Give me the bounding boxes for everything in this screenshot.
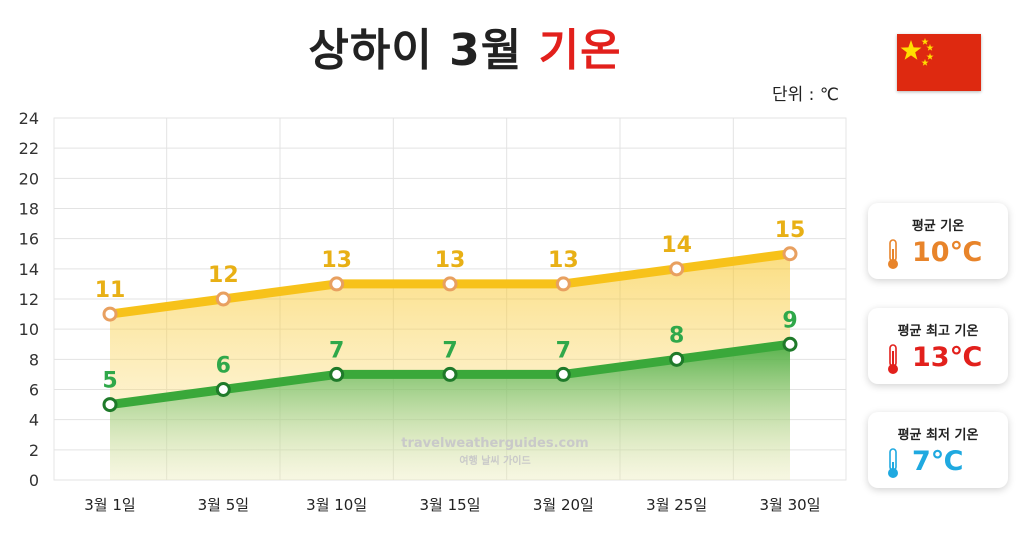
y-tick-label: 12 — [19, 290, 39, 309]
data-point — [555, 366, 571, 382]
y-tick-label: 6 — [29, 381, 39, 400]
x-tick-label: 3월 25일 — [646, 496, 707, 514]
data-label: 13 — [435, 248, 466, 273]
x-tick-label: 3월 1일 — [84, 496, 135, 514]
y-tick-label: 10 — [19, 320, 39, 339]
watermark: travelweatherguides.com 여행 날씨 가이드 — [395, 436, 595, 467]
card-avg-high-value: 13℃ — [912, 342, 983, 373]
data-label: 5 — [102, 369, 117, 394]
y-tick-label: 4 — [29, 411, 39, 430]
y-tick-label: 8 — [29, 350, 39, 369]
y-tick-label: 2 — [29, 441, 39, 460]
x-tick-label: 3월 20일 — [533, 496, 594, 514]
data-point — [215, 382, 231, 397]
data-point — [102, 397, 118, 413]
watermark-subtitle: 여행 날씨 가이드 — [459, 456, 531, 467]
card-avg-temp-label: 평균 기온 — [911, 219, 965, 234]
card-avg-low-label: 평균 최저 기온 — [897, 428, 979, 443]
card-avg-high: 평균 최고 기온 13℃ — [868, 308, 1008, 384]
title-accent: 기온 — [538, 25, 622, 76]
data-point — [215, 291, 231, 307]
data-point — [782, 336, 798, 352]
china-flag-icon — [897, 34, 981, 91]
card-avg-temp: 평균 기온 10℃ — [868, 203, 1008, 279]
title-main: 상하이 3월 — [308, 25, 523, 76]
data-point — [555, 276, 571, 292]
data-label: 7 — [329, 338, 344, 363]
data-point — [102, 306, 118, 322]
data-label: 6 — [216, 354, 231, 379]
x-tick-label: 3월 10일 — [306, 496, 367, 514]
y-tick-label: 22 — [19, 139, 39, 158]
data-label: 7 — [556, 338, 571, 363]
chart-title: 상하이 3월 기온 — [0, 14, 930, 78]
thermometer-icon — [888, 239, 898, 269]
series-area-1 — [110, 344, 790, 480]
data-point — [669, 261, 685, 277]
y-tick-label: 0 — [29, 471, 39, 490]
y-tick-label: 18 — [19, 200, 39, 219]
data-point — [329, 276, 345, 292]
data-point — [782, 246, 798, 262]
card-avg-low: 평균 최저 기온 7℃ — [868, 412, 1008, 488]
data-point — [442, 276, 458, 292]
data-point — [442, 366, 458, 382]
y-tick-label: 24 — [19, 109, 39, 128]
unit-label: 단위 : ℃ — [772, 85, 839, 105]
card-avg-high-label: 평균 최고 기온 — [897, 324, 979, 339]
x-tick-label: 3월 15일 — [420, 496, 481, 514]
thermometer-icon — [888, 448, 898, 478]
x-tick-label: 3월 30일 — [760, 496, 821, 514]
data-label: 13 — [321, 248, 352, 273]
data-label: 9 — [782, 308, 797, 333]
data-label: 7 — [442, 338, 457, 363]
data-label: 11 — [95, 278, 126, 303]
x-tick-label: 3월 5일 — [198, 496, 249, 514]
thermometer-icon — [888, 344, 898, 374]
y-tick-label: 20 — [19, 169, 39, 188]
y-tick-label: 16 — [19, 230, 39, 249]
data-point — [669, 351, 685, 367]
data-label: 13 — [548, 248, 579, 273]
card-avg-temp-value: 10℃ — [912, 237, 983, 268]
data-label: 15 — [775, 218, 806, 243]
data-label: 12 — [208, 263, 239, 288]
y-tick-label: 14 — [19, 260, 39, 279]
card-avg-low-value: 7℃ — [912, 446, 964, 477]
data-label: 14 — [661, 233, 692, 258]
data-label: 8 — [669, 323, 684, 348]
data-point — [329, 366, 345, 382]
watermark-url: travelweatherguides.com — [401, 436, 589, 451]
